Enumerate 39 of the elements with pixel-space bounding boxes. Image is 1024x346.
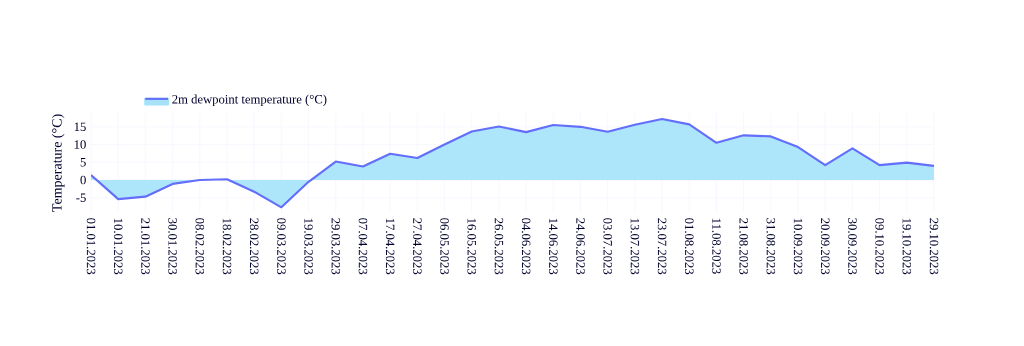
- x-tick-label: 06.05.2023: [440, 218, 449, 275]
- y-tick-label: 10: [74, 140, 86, 149]
- x-tick-label: 29.03.2023: [331, 218, 341, 275]
- x-tick-label: 23.07.2023: [657, 218, 667, 275]
- legend-label: 2m dewpoint temperature (°C): [172, 94, 327, 107]
- x-tick-label: 08.02.2023: [195, 218, 205, 275]
- x-tick-label: 28.02.2023: [249, 218, 259, 275]
- x-tick-label: 09.03.2023: [277, 218, 286, 275]
- x-tick-label: 01.08.2023: [684, 218, 694, 275]
- x-tick-label: 10.01.2023: [113, 218, 123, 275]
- x-tick-label: 16.05.2023: [467, 218, 477, 275]
- x-tick-label: 09.10.2023: [875, 218, 884, 275]
- x-tick-label: 21.01.2023: [141, 218, 150, 275]
- x-tick-label: 26.05.2023: [494, 218, 504, 275]
- x-tick-label: 30.01.2023: [168, 218, 177, 275]
- x-tick-label: 30.09.2023: [848, 218, 857, 275]
- x-tick-label: 10.09.2023: [793, 218, 803, 275]
- x-tick-label: 27.04.2023: [413, 218, 422, 275]
- x-tick-label: 03.07.2023: [603, 218, 612, 275]
- x-tick-label: 20.09.2023: [820, 218, 830, 275]
- x-tick-label: 21.08.2023: [739, 218, 748, 275]
- x-tick-label: 29.10.2023: [929, 218, 939, 275]
- y-tick-label: 5: [80, 158, 86, 167]
- x-tick-label: 18.02.2023: [222, 218, 232, 275]
- x-tick-label: 11.08.2023: [712, 218, 721, 274]
- y-tick-label: 15: [74, 122, 86, 132]
- x-tick-label: 19.03.2023: [304, 218, 313, 275]
- x-tick-label: 13.07.2023: [630, 218, 640, 275]
- x-tick-label: 14.06.2023: [548, 218, 558, 275]
- x-tick-label: 24.06.2023: [576, 218, 585, 275]
- x-tick-label: 17.04.2023: [385, 218, 395, 275]
- y-tick-label: 0: [80, 175, 86, 185]
- y-tick-label: -5: [76, 193, 86, 202]
- x-tick-label: 04.06.2023: [521, 218, 531, 275]
- x-tick-label: 19.10.2023: [902, 218, 912, 275]
- x-tick-label: 31.08.2023: [766, 218, 776, 275]
- y-axis-title: Temperature (°C): [51, 114, 65, 212]
- x-tick-label: 07.04.2023: [358, 218, 368, 275]
- x-tick-label: 01.01.2023: [86, 218, 96, 275]
